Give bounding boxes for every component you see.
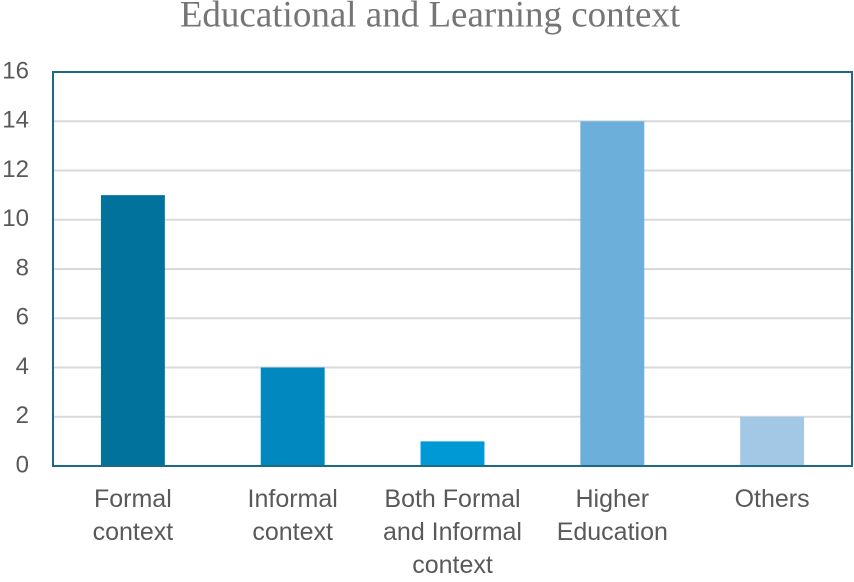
y-tick-label: 10 [2,205,29,232]
y-tick-label: 2 [16,402,29,429]
y-tick-label: 6 [16,304,29,331]
x-tick-label: Others [734,485,810,513]
bar [740,416,805,466]
bar [100,195,165,466]
x-tick-label: Both Formal and Informal context [383,485,522,579]
y-tick-label: 14 [2,107,29,134]
y-tick-label: 8 [16,254,29,281]
x-tick-label: Informal context [247,485,338,546]
y-tick-label: 12 [2,156,29,183]
bar [420,441,485,466]
y-tick-label: 0 [16,451,29,478]
chart-title: Educational and Learning context [180,0,681,35]
plot-frame [52,71,853,467]
bar [260,367,325,466]
y-tick-label: 4 [16,353,29,380]
y-tick-label: 16 [2,57,29,84]
x-tick-label: Formal context [92,485,174,546]
x-tick-label: Higher Education [556,485,668,546]
bar [580,121,645,466]
